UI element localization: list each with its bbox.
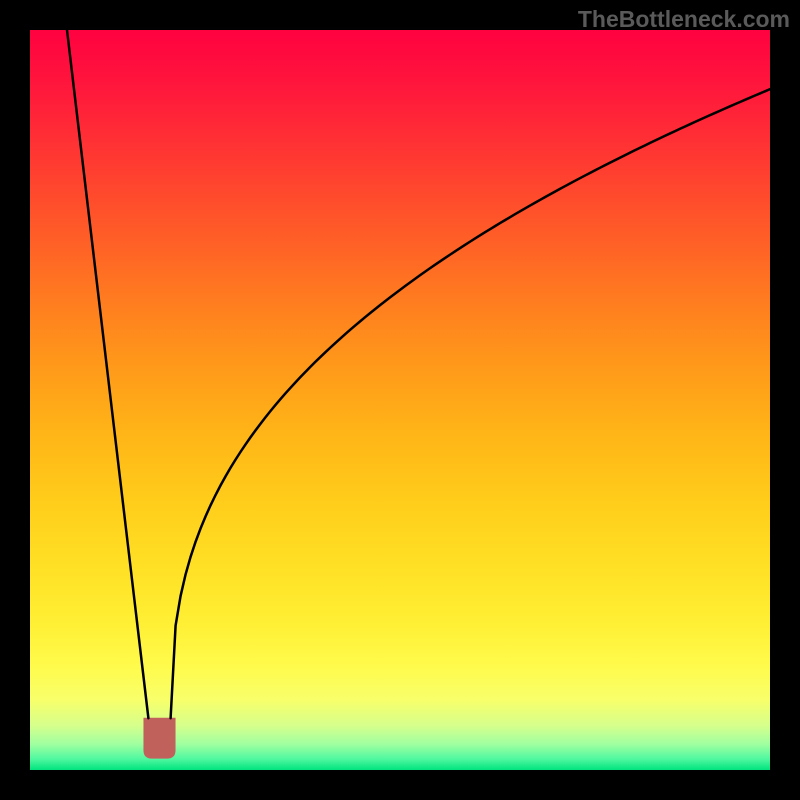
plot-area [30,30,770,770]
valley-marker [144,718,175,758]
plot-svg [30,30,770,770]
watermark-text: TheBottleneck.com [578,6,790,33]
chart-container: TheBottleneck.com [0,0,800,800]
